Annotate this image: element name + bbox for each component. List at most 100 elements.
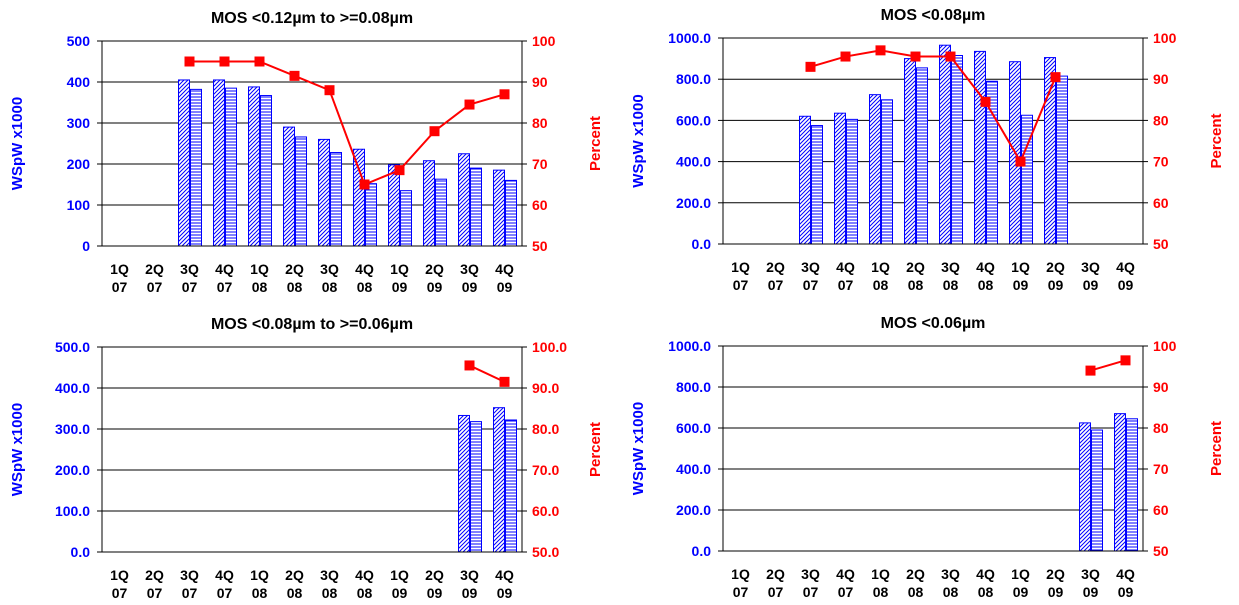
x-tick-label-year: 09 xyxy=(1118,584,1134,600)
percent-marker xyxy=(289,70,300,81)
y-tick-label: 200.0 xyxy=(55,462,90,478)
y2-tick-label: 80 xyxy=(1153,420,1169,436)
x-tick-label-year: 08 xyxy=(943,584,959,600)
bar-series-1 xyxy=(260,95,272,247)
bar-series-0 xyxy=(1044,57,1056,245)
y-tick-label: 600.0 xyxy=(676,112,711,128)
chart-panel-1: MOS <0.08µm 0.0 50 200.0 60 400.0 70 600.0 80 800… xyxy=(620,0,1239,302)
x-tick-label-year: 09 xyxy=(1013,584,1029,600)
chart-panel-2: MOS <0.08µm to >=0.06µm 0.0 50.0 100.0 60.0 2… xyxy=(0,303,619,605)
bar-series-1 xyxy=(811,125,823,245)
x-tick-label-year: 08 xyxy=(322,279,338,295)
x-tick-label: 4Q xyxy=(976,566,995,582)
x-tick-label-year: 08 xyxy=(252,585,268,601)
bar-series-0 xyxy=(904,58,916,245)
x-tick-label-year: 09 xyxy=(1048,584,1064,600)
percent-marker xyxy=(464,99,475,110)
y2-tick-label: 100 xyxy=(1153,30,1177,46)
bar-series-1 xyxy=(916,67,928,245)
x-tick-label: 1Q xyxy=(390,261,409,277)
x-tick-label: 1Q xyxy=(250,261,269,277)
bar-series-0 xyxy=(493,407,505,553)
x-tick-label-year: 07 xyxy=(147,585,163,601)
x-tick-label: 4Q xyxy=(355,261,374,277)
y-tick-label: 0.0 xyxy=(71,544,91,560)
y-tick-label: 1000.0 xyxy=(668,30,711,46)
x-tick-label-year: 07 xyxy=(803,277,819,293)
chart-title: MOS <0.06µm xyxy=(881,315,986,332)
x-tick-label: 3Q xyxy=(941,566,960,582)
y2-tick-label: 80 xyxy=(532,115,548,131)
x-tick-label: 4Q xyxy=(976,259,995,275)
percent-marker xyxy=(254,56,265,67)
x-tick-label: 1Q xyxy=(110,567,129,583)
y2-tick-label: 100 xyxy=(532,33,556,49)
y-tick-label: 0.0 xyxy=(692,236,712,252)
x-tick-label: 3Q xyxy=(1081,259,1100,275)
percent-line xyxy=(189,60,505,186)
x-tick-label-year: 08 xyxy=(357,585,373,601)
x-tick-label: 4Q xyxy=(836,566,855,582)
y2-axis-label: Percent xyxy=(1208,421,1225,476)
percent-marker xyxy=(1085,365,1096,376)
x-tick-label: 2Q xyxy=(766,566,785,582)
y-tick-label: 0 xyxy=(82,238,90,254)
x-tick-label: 1Q xyxy=(871,259,890,275)
x-tick-label: 3Q xyxy=(460,261,479,277)
bar-series-0 xyxy=(1114,413,1126,552)
chart-title: MOS <0.08µm xyxy=(881,7,986,24)
y-axis-label: WSpW x1000 xyxy=(9,97,26,190)
chart-title: MOS <0.08µm to >=0.06µm xyxy=(211,316,413,333)
x-tick-label: 4Q xyxy=(215,567,234,583)
x-tick-label-year: 09 xyxy=(1083,584,1099,600)
x-tick-label: 3Q xyxy=(180,567,199,583)
percent-marker xyxy=(875,45,886,56)
x-tick-label: 1Q xyxy=(1011,259,1030,275)
x-tick-label-year: 07 xyxy=(182,279,198,295)
bar-series-1 xyxy=(1126,418,1138,552)
y2-tick-label: 100 xyxy=(1153,338,1177,354)
x-tick-label: 4Q xyxy=(215,261,234,277)
bar-series-0 xyxy=(248,86,260,247)
y2-axis-label: Percent xyxy=(587,116,604,171)
x-tick-label: 1Q xyxy=(731,566,750,582)
bar-series-1 xyxy=(295,136,307,247)
x-tick-label-year: 08 xyxy=(873,277,889,293)
chart-svg: MOS <0.12µm to >=0.08µm 0 50 100 60 200 70 300 8… xyxy=(9,10,604,295)
y2-tick-label: 60 xyxy=(1153,195,1169,211)
x-tick-label-year: 07 xyxy=(733,277,749,293)
bar-series-1 xyxy=(951,55,963,245)
y2-tick-label: 60.0 xyxy=(532,503,559,519)
y2-tick-label: 70 xyxy=(1153,461,1169,477)
x-tick-label-year: 07 xyxy=(838,277,854,293)
y2-axis-label: Percent xyxy=(587,422,604,477)
y2-tick-label: 50 xyxy=(1153,543,1169,559)
percent-marker xyxy=(184,56,195,67)
x-tick-label-year: 09 xyxy=(462,585,478,601)
percent-marker xyxy=(980,96,991,107)
x-tick-label-year: 07 xyxy=(803,584,819,600)
x-tick-label-year: 09 xyxy=(1013,277,1029,293)
x-tick-label-year: 08 xyxy=(943,277,959,293)
x-tick-label-year: 09 xyxy=(427,279,443,295)
percent-marker xyxy=(945,51,956,62)
x-tick-label-year: 07 xyxy=(838,584,854,600)
x-tick-label-year: 08 xyxy=(978,584,994,600)
percent-marker xyxy=(805,61,816,72)
plot-frame xyxy=(722,345,1144,552)
y2-tick-label: 60 xyxy=(532,197,548,213)
bar-series-1 xyxy=(846,118,858,245)
y2-axis-label: Percent xyxy=(1208,113,1225,168)
x-tick-label: 2Q xyxy=(906,259,925,275)
y2-tick-label: 50 xyxy=(1153,236,1169,252)
percent-marker xyxy=(499,89,510,100)
percent-marker xyxy=(464,360,475,371)
y-tick-label: 400.0 xyxy=(676,461,711,477)
x-tick-label-year: 09 xyxy=(392,585,408,601)
y-tick-label: 500 xyxy=(67,33,91,49)
x-tick-label-year: 08 xyxy=(978,277,994,293)
x-tick-label-year: 09 xyxy=(497,585,513,601)
y-tick-label: 300 xyxy=(67,115,91,131)
y-tick-label: 200.0 xyxy=(676,195,711,211)
y-tick-label: 0.0 xyxy=(692,543,712,559)
